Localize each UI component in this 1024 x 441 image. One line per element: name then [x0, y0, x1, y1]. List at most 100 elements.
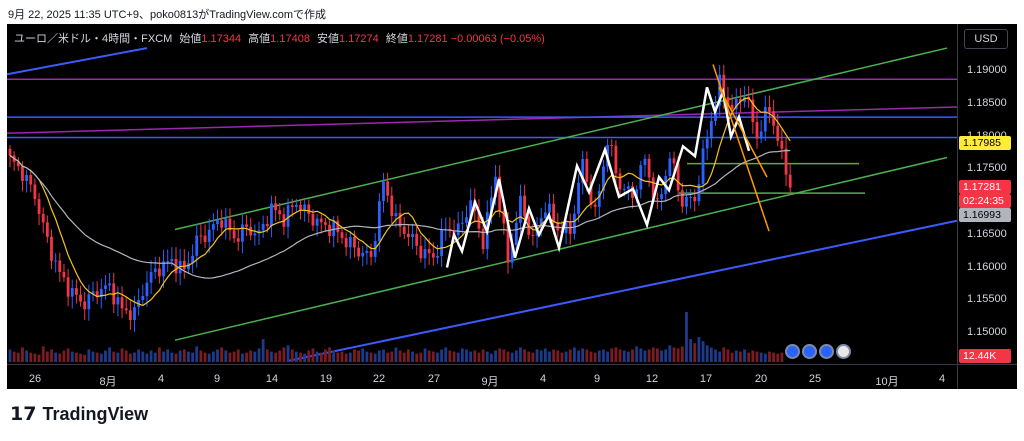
candle-body [50, 236, 53, 261]
candle-body [581, 159, 585, 183]
upper-blue-trendline [7, 47, 148, 76]
us-flag-event-icon[interactable] [836, 344, 851, 359]
candle-body [220, 220, 224, 228]
candle-body [477, 210, 481, 229]
volume-bar [660, 350, 663, 362]
volume-bar [303, 353, 307, 362]
volume-bar [581, 348, 585, 362]
volume-bar [228, 352, 232, 362]
candle-body [265, 223, 269, 227]
volume-bar [519, 347, 522, 362]
candle-body [772, 111, 775, 126]
symbol-label: ユーロ／米ドル・4時間・FXCM [14, 33, 173, 45]
volume-bar [166, 349, 170, 362]
candle-body [585, 159, 589, 182]
time-tick-label: 4 [938, 373, 946, 385]
channel-upper-line [174, 47, 948, 231]
tradingview-logo[interactable]: 17 TradingView [10, 402, 148, 426]
chart-caption: 9月 22, 2025 11:35 UTC+9、poko0813がTrading… [8, 9, 327, 21]
volume-bar [361, 348, 365, 362]
candle-body [104, 285, 107, 289]
candle-body [75, 288, 78, 295]
volume-bar [647, 349, 651, 362]
volume-bar [344, 353, 348, 362]
event-icon[interactable] [802, 344, 817, 359]
candle-body [216, 220, 219, 225]
candle-body [618, 173, 622, 190]
volume-bar [307, 350, 311, 362]
candle-body [639, 165, 643, 190]
volume-bar [705, 345, 709, 362]
volume-bar [407, 349, 410, 362]
volume-bar [502, 349, 506, 362]
candle-body [245, 224, 248, 227]
volume-bar [730, 352, 734, 362]
candle-body [344, 238, 348, 248]
volume-bar [141, 351, 145, 362]
volume-bar [311, 348, 315, 362]
time-tick-label: 26 [28, 373, 42, 385]
candle-body [593, 204, 597, 207]
candle-body [543, 212, 547, 219]
candle-body [685, 196, 688, 207]
candle-body [597, 190, 601, 207]
candle-body [407, 233, 410, 238]
time-tick-label: 14 [265, 373, 279, 385]
candle-body [494, 176, 497, 198]
candle-body [133, 307, 136, 321]
time-tick-label: 9 [213, 373, 221, 385]
volume-bar [290, 349, 294, 362]
candle-body [324, 222, 327, 225]
candle-body [8, 148, 12, 156]
candle-body [211, 224, 215, 230]
candle-body [207, 229, 211, 242]
volume-bar [780, 352, 784, 362]
candle-body [490, 197, 493, 213]
volume-bar [664, 349, 668, 362]
volume-bar [257, 348, 261, 362]
volume-bar [108, 347, 111, 362]
candle-body [162, 261, 165, 277]
volume-bar [772, 352, 775, 362]
high-label: 高値 [248, 33, 271, 45]
candle-body [751, 99, 755, 123]
volume-bar [211, 351, 215, 362]
volume-bar [348, 352, 352, 362]
volume-bar [755, 351, 759, 362]
event-icon[interactable] [785, 344, 800, 359]
volume-bar [672, 347, 676, 362]
chart-plot[interactable] [7, 24, 957, 364]
time-tick-label: 10月 [875, 376, 899, 388]
volume-bar [41, 346, 45, 362]
economic-events[interactable] [785, 344, 853, 364]
volume-bar [577, 350, 580, 362]
volume-bar [16, 352, 20, 362]
volume-bar [643, 350, 647, 362]
price-tick-label: 1.16500 [967, 227, 1007, 240]
volume-bar [319, 352, 323, 362]
candle-body [66, 277, 70, 297]
volume-bar [87, 349, 91, 362]
event-icon[interactable] [819, 344, 834, 359]
candle-body [456, 223, 460, 236]
candle-body [498, 176, 502, 211]
currency-button[interactable]: USD [964, 29, 1008, 49]
volume-bar [162, 351, 165, 362]
volume-bar [54, 352, 58, 362]
candle-body [95, 291, 99, 298]
chart-frame[interactable]: ユーロ／米ドル・4時間・FXCM 始値1.17344 高値1.17408 安値1… [7, 24, 1017, 389]
candle-body [41, 213, 45, 223]
volume-bar [253, 351, 257, 362]
volume-bar [610, 348, 614, 362]
candle-body [622, 188, 626, 190]
volume-label: 12.44K [959, 349, 1011, 363]
ma-yellow-price-label: 1.17985 [959, 136, 1011, 150]
volume-bar [485, 351, 489, 362]
volume-bar [21, 347, 24, 362]
volume-bar [199, 350, 203, 362]
volume-bar [394, 347, 398, 362]
last-price-label: 1.17281 [959, 180, 1011, 194]
volume-bar [564, 351, 568, 362]
volume-bar [494, 350, 497, 362]
volume-bar [523, 349, 526, 362]
